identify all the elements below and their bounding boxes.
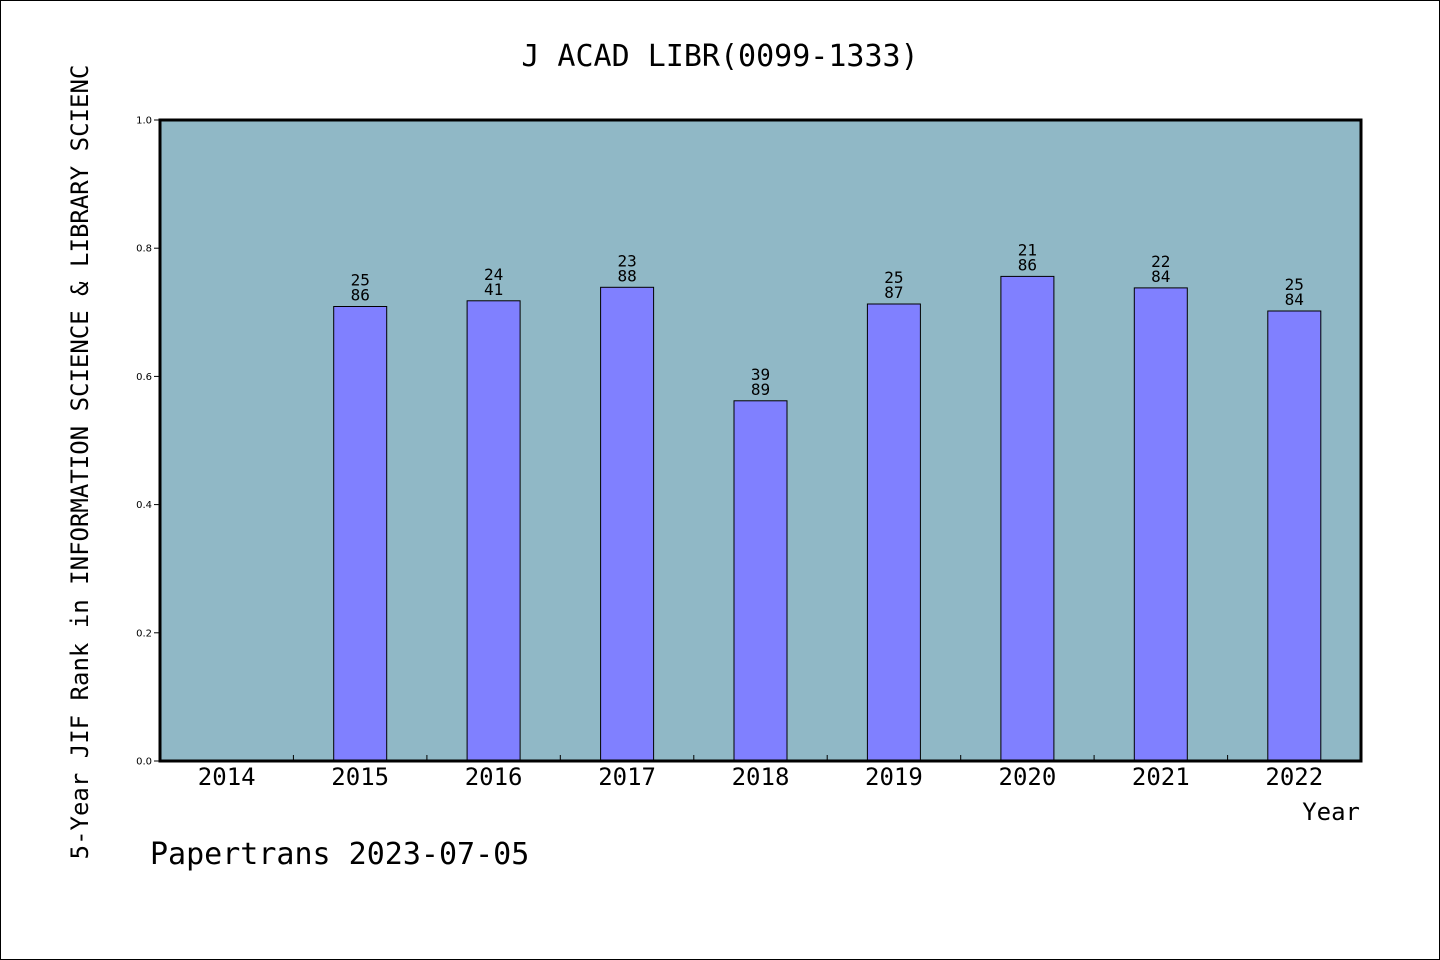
- x-tick-label-2016: 2016: [465, 763, 523, 791]
- footer-watermark: Papertrans 2023-07-05: [150, 837, 529, 872]
- bar-label-line: 84: [1151, 267, 1170, 286]
- x-tick-label-2014: 2014: [198, 763, 256, 791]
- y-tick-label: 0.6: [136, 372, 152, 383]
- x-tick-label-2017: 2017: [598, 763, 656, 791]
- bar-label-line: 24: [484, 265, 503, 284]
- bar-label-2015: 25 86: [351, 271, 370, 305]
- bar-2015: [333, 306, 388, 762]
- bar-2016: [466, 300, 521, 762]
- bar-2018: [733, 400, 788, 762]
- bar-2022: [1267, 310, 1322, 762]
- bar-2017: [600, 286, 655, 762]
- bar-2021: [1133, 287, 1188, 762]
- plot-border: [158, 118, 1363, 763]
- bar-label-line: 89: [751, 380, 770, 399]
- bar-label-line: 86: [1018, 255, 1037, 274]
- bar-2020: [1000, 275, 1055, 762]
- bar-label-line: 25: [351, 271, 370, 290]
- y-tick-label: 1.0: [136, 116, 152, 127]
- bar-label-line: 84: [1285, 290, 1304, 309]
- x-tick-label-2021: 2021: [1132, 763, 1190, 791]
- y-tick-label: 0.8: [136, 244, 152, 255]
- chart-title: J ACAD LIBR(0099-1333): [521, 39, 918, 74]
- bar-label-2019: 25 87: [884, 268, 903, 302]
- bar-label-line: 88: [617, 266, 636, 285]
- bar-label-2021: 22 84: [1151, 252, 1170, 286]
- x-tick-label-2015: 2015: [331, 763, 389, 791]
- bar-label-line: 25: [884, 268, 903, 287]
- bar-label-2016: 24 41: [484, 265, 503, 299]
- bar-label-2022: 25 84: [1285, 275, 1304, 309]
- bar-label-line: 41: [484, 280, 503, 299]
- bar-label-2020: 21 86: [1018, 240, 1037, 274]
- bar-label-line: 39: [751, 365, 770, 384]
- bar-label-line: 21: [1018, 240, 1037, 259]
- bar-label-line: 86: [351, 286, 370, 305]
- bar-label-2017: 23 88: [617, 251, 636, 285]
- bar-2019: [866, 303, 921, 762]
- x-tick-label-2022: 2022: [1265, 763, 1323, 791]
- x-axis-label: Year: [1302, 798, 1360, 826]
- y-axis-label: 5-Year JIF Rank in INFORMATION SCIENCE &…: [66, 65, 94, 860]
- y-tick-label: 0.2: [136, 628, 152, 639]
- bar-label-line: 22: [1151, 252, 1170, 271]
- x-tick-label-2019: 2019: [865, 763, 923, 791]
- bar-label-line: 23: [617, 251, 636, 270]
- bar-label-line: 25: [1285, 275, 1304, 294]
- y-axis: 0.0 0.2 0.4 0.6 0.8 1.0: [136, 116, 160, 768]
- x-tick-label-2018: 2018: [732, 763, 790, 791]
- x-tick-label-2020: 2020: [999, 763, 1057, 791]
- bar-label-2018: 39 89: [751, 365, 770, 399]
- y-tick-label: 0.4: [136, 500, 152, 511]
- bar-label-line: 87: [884, 283, 903, 302]
- x-axis: 2014 2015 2016 2017 2018 2019 2020 2021 2022: [198, 755, 1323, 791]
- bars-layer: [333, 275, 1322, 762]
- y-tick-label: 0.0: [136, 757, 152, 768]
